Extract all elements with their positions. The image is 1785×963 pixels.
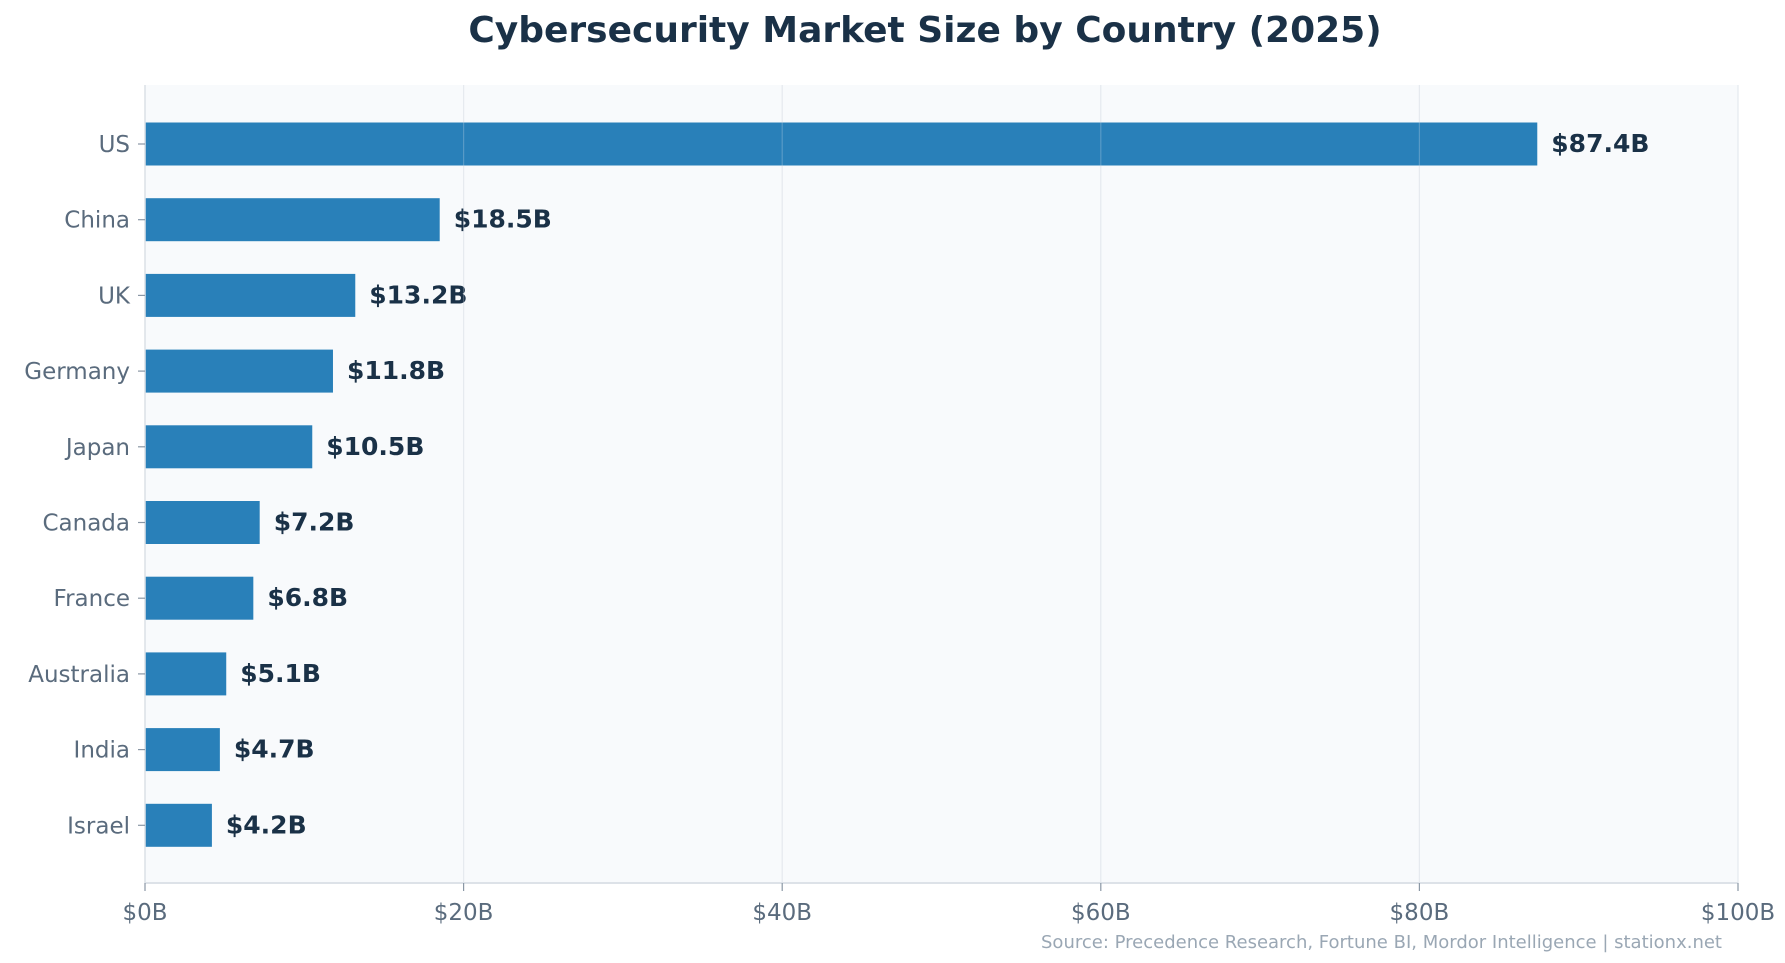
data-label: $4.7B <box>234 735 315 764</box>
y-tick-label: Canada <box>42 511 130 537</box>
bar <box>145 425 313 469</box>
source-note: Source: Precedence Research, Fortune BI,… <box>1041 932 1722 953</box>
bar <box>145 122 1538 166</box>
data-label: $7.2B <box>274 508 355 537</box>
x-tick-label: $100B <box>1701 900 1775 926</box>
y-tick-label: US <box>99 132 130 158</box>
data-label: $5.1B <box>240 659 321 688</box>
bar <box>145 273 356 317</box>
data-label: $87.4B <box>1551 129 1649 158</box>
x-tick-label: $40B <box>752 900 812 926</box>
y-tick-label: China <box>64 208 130 234</box>
x-tick-label: $80B <box>1390 900 1450 926</box>
data-label: $6.8B <box>267 583 348 612</box>
y-tick-label: Germany <box>24 359 130 385</box>
y-tick-label: Japan <box>64 435 130 461</box>
bar <box>145 349 333 393</box>
y-tick-label: France <box>54 586 130 612</box>
bar <box>145 728 220 772</box>
x-tick-label: $60B <box>1071 900 1131 926</box>
x-tick-label: $0B <box>122 900 167 926</box>
bar <box>145 803 212 847</box>
y-tick-label: Australia <box>28 662 130 688</box>
y-tick-label: UK <box>98 283 131 309</box>
data-label: $4.2B <box>226 810 307 839</box>
data-label: $11.8B <box>347 356 445 385</box>
x-tick-label: $20B <box>434 900 494 926</box>
bar <box>145 576 254 620</box>
bar <box>145 198 440 242</box>
data-label: $10.5B <box>326 432 424 461</box>
chart-title: Cybersecurity Market Size by Country (20… <box>468 10 1381 51</box>
y-tick-label: India <box>74 738 130 764</box>
data-label: $13.2B <box>369 280 467 309</box>
bar <box>145 652 227 696</box>
data-label: $18.5B <box>454 205 552 234</box>
bar <box>145 501 260 544</box>
y-tick-label: Israel <box>67 813 130 839</box>
